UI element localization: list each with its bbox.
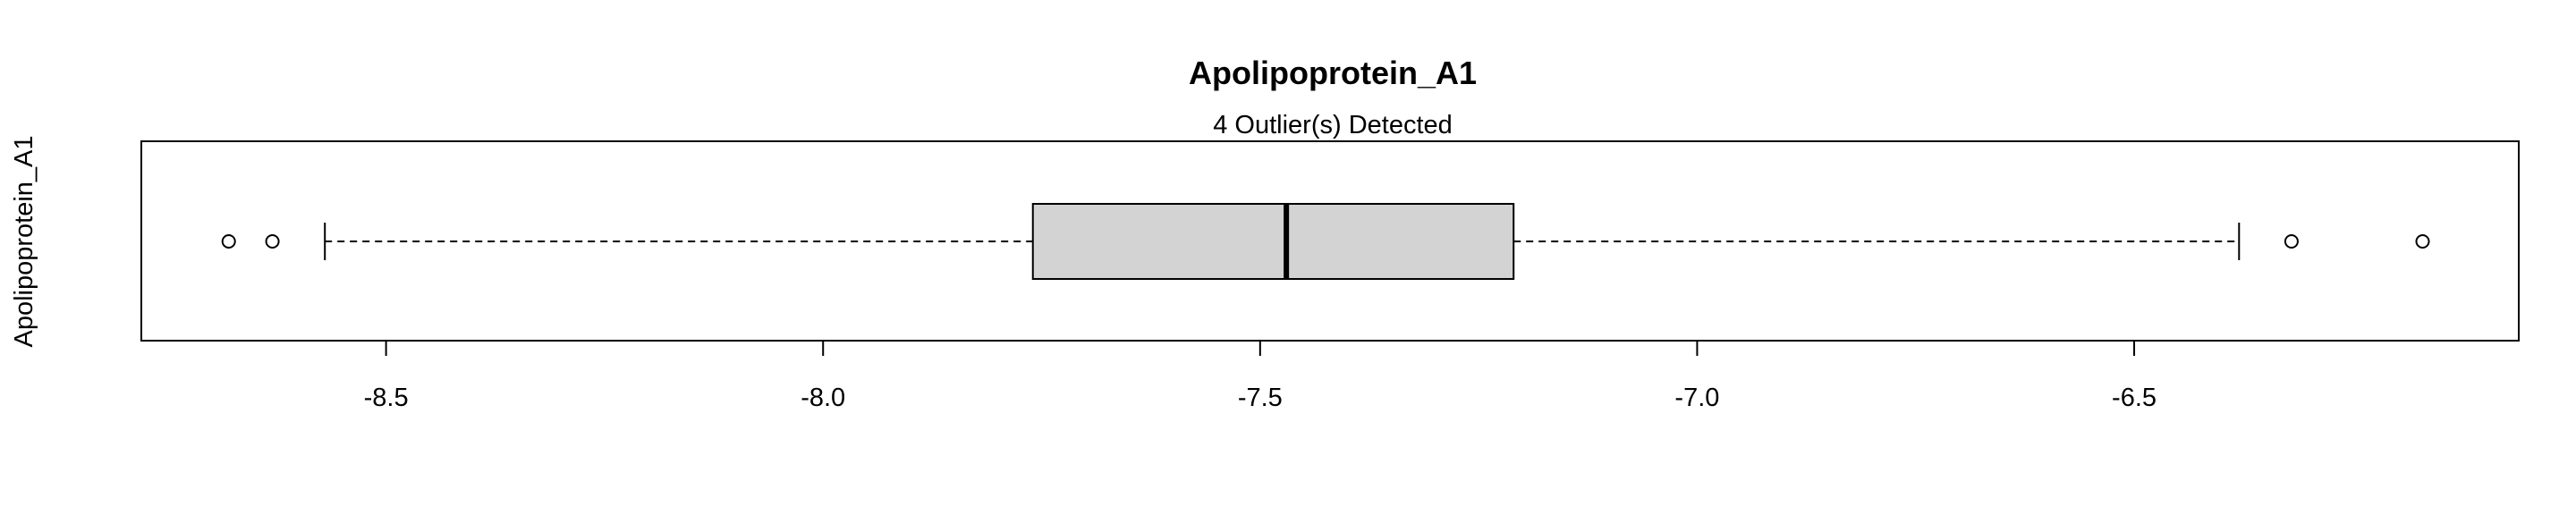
outlier-point: [265, 234, 280, 249]
chart-subtitle: 4 Outlier(s) Detected: [1213, 111, 1453, 139]
chart-title: Apolipoprotein_A1: [1189, 55, 1477, 91]
x-tick-label: -7.5: [1238, 384, 1283, 412]
x-tick-label: -6.5: [2112, 384, 2157, 412]
outlier-point: [2415, 234, 2430, 249]
x-tick-label: -8.5: [364, 384, 409, 412]
y-axis-label: Apolipoprotein_A1: [10, 135, 38, 347]
x-tick-label: -7.0: [1674, 384, 1719, 412]
outlier-point: [221, 234, 236, 249]
iqr-box: [1031, 203, 1515, 280]
outlier-point: [2284, 234, 2299, 249]
boxplot-marks: [221, 203, 2430, 280]
x-axis: -8.5 -8.0 -7.5 -7.0 -6.5: [364, 340, 2157, 412]
x-tick-label: -8.0: [801, 384, 845, 412]
